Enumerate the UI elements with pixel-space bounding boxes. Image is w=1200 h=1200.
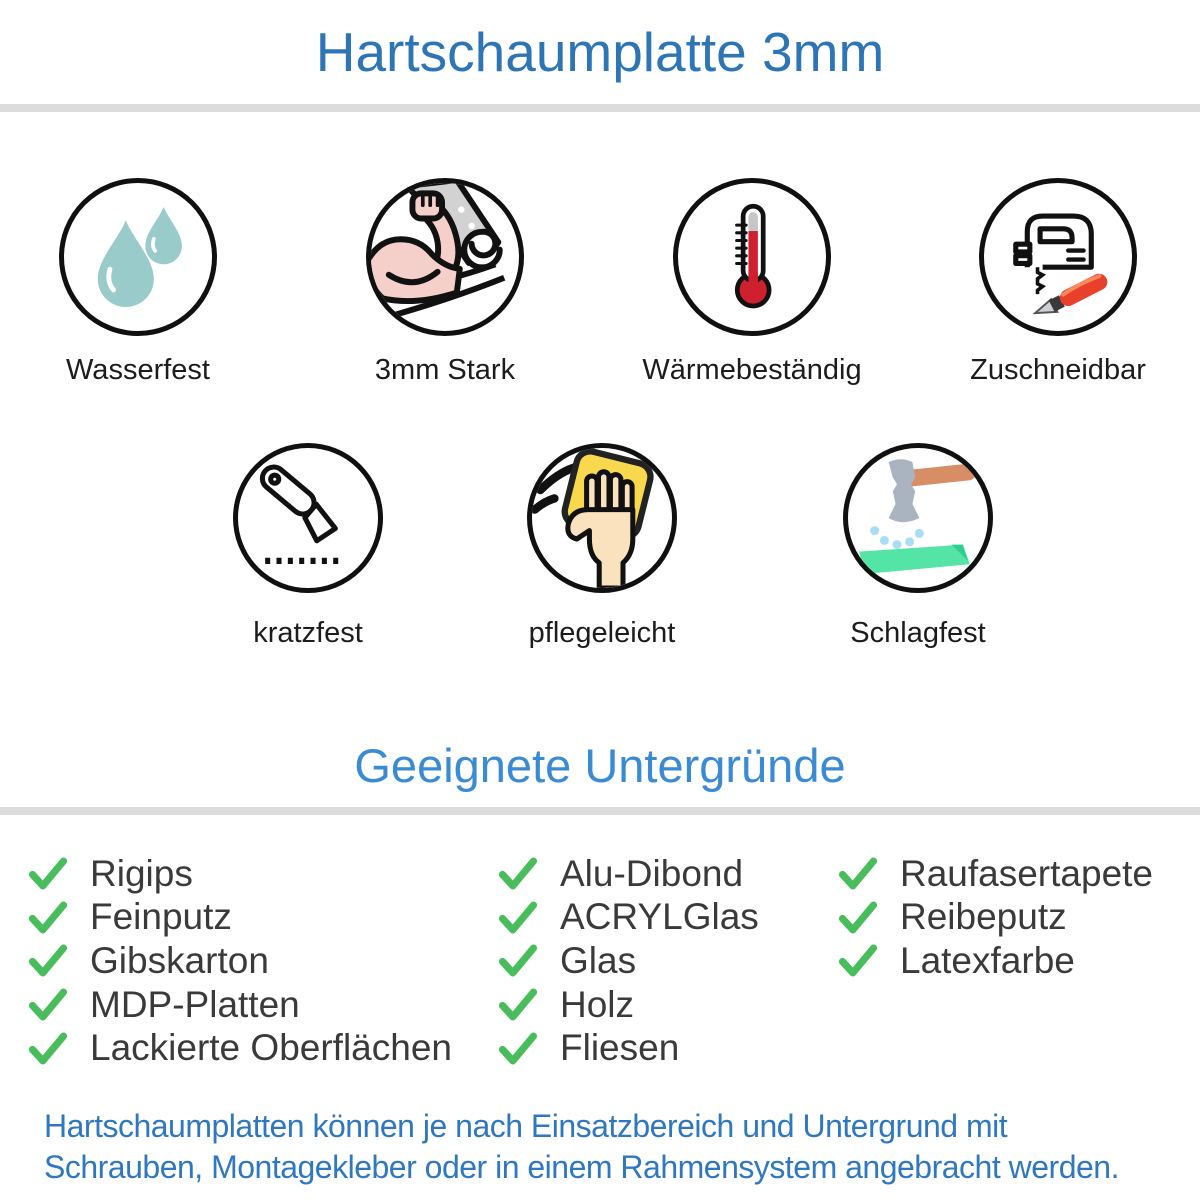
feature-label: Wärmebeständig — [642, 354, 862, 386]
divider-bar-top — [0, 104, 1200, 112]
check-icon — [498, 945, 538, 977]
hammer-impact-icon — [859, 459, 977, 574]
list-item: Rigips — [28, 852, 452, 896]
list-item: Latexfarbe — [838, 939, 1153, 983]
list-item-label: Holz — [560, 983, 635, 1025]
list-item: Fliesen — [498, 1026, 759, 1070]
feature-label: kratzfest — [253, 617, 363, 649]
feature-circle — [366, 178, 524, 336]
check-icon — [498, 988, 538, 1021]
list-item-label: Lackierte Oberflächen — [90, 1027, 452, 1069]
list-item-label: Gibskarton — [90, 939, 269, 981]
thermometer-icon — [734, 203, 772, 309]
jigsaw-cutter-icon — [1013, 213, 1108, 315]
check-icon — [28, 901, 68, 934]
feature-label: Zuschneidbar — [970, 354, 1146, 386]
check-icon — [28, 857, 68, 890]
feature-3mm-stark: 3mm Stark — [280, 178, 610, 387]
list-item: ACRYLGlas — [498, 896, 759, 940]
mounting-note: Hartschaumplatten können je nach Einsatz… — [44, 1106, 1119, 1188]
feature-label: Schlagfest — [850, 617, 986, 649]
substrate-column-3: Raufasertapete Reibeputz Latexfarbe — [838, 852, 1153, 983]
list-item-label: Latexfarbe — [900, 939, 1075, 981]
list-item-label: ACRYLGlas — [560, 896, 759, 938]
utility-knife-icon — [259, 464, 344, 564]
page-title: Hartschaumplatte 3mm — [315, 21, 885, 83]
list-item-label: Alu-Dibond — [560, 852, 744, 894]
feature-circle — [979, 178, 1137, 336]
list-item-label: Fliesen — [560, 1027, 680, 1069]
feature-wasserfest: Wasserfest — [0, 178, 303, 387]
check-icon — [838, 901, 878, 934]
feature-label: 3mm Stark — [374, 354, 516, 386]
feature-circle — [673, 178, 831, 336]
feature-circle — [233, 443, 383, 593]
check-icon — [498, 1032, 538, 1065]
feature-label: pflegeleicht — [528, 617, 676, 649]
water-drops-icon — [97, 206, 182, 308]
feature-circle — [843, 443, 993, 593]
check-icon — [498, 857, 538, 890]
feature-schlagfest: Schlagfest — [753, 443, 1083, 650]
feature-pflegeleicht: pflegeleicht — [437, 443, 767, 650]
list-item: Lackierte Oberflächen — [28, 1026, 452, 1070]
check-icon — [28, 1032, 68, 1065]
list-item-label: Glas — [560, 939, 637, 981]
list-item: Raufasertapete — [838, 852, 1153, 896]
list-item: Holz — [498, 983, 759, 1027]
check-icon — [838, 857, 878, 890]
mounting-note-line1: Hartschaumplatten können je nach Einsatz… — [44, 1108, 1008, 1144]
list-item-label: Feinputz — [90, 896, 232, 938]
feature-circle — [527, 443, 677, 593]
list-item-label: MDP-Platten — [90, 983, 300, 1025]
check-icon — [498, 901, 538, 934]
list-item: Alu-Dibond — [498, 852, 759, 896]
check-icon — [838, 945, 878, 977]
list-item: Glas — [498, 939, 759, 983]
check-icon — [28, 945, 68, 977]
muscle-arm-icon — [371, 183, 506, 324]
substrate-column-1: Rigips Feinputz Gibskarton MDP-Platten L… — [28, 852, 452, 1070]
mounting-note-line2: Schrauben, Montagekleber oder in einem R… — [44, 1149, 1119, 1185]
substrate-column-2: Alu-Dibond ACRYLGlas Glas Holz Fliesen — [498, 852, 759, 1070]
check-icon — [28, 988, 68, 1021]
list-item: Reibeputz — [838, 896, 1153, 940]
list-item: MDP-Platten — [28, 983, 452, 1027]
section-title-untergruende: Geeignete Untergründe — [354, 739, 846, 792]
feature-circle — [59, 178, 217, 336]
feature-kratzfest: kratzfest — [143, 443, 473, 650]
divider-bar-middle — [0, 807, 1200, 815]
feature-zuschneidbar: Zuschneidbar — [893, 178, 1200, 387]
list-item: Gibskarton — [28, 939, 452, 983]
list-item: Feinputz — [28, 896, 452, 940]
list-item-label: Rigips — [90, 852, 193, 894]
cleaning-hand-icon — [532, 448, 654, 588]
list-item-label: Reibeputz — [900, 896, 1067, 938]
feature-waermebestaendig: Wärmebeständig — [587, 178, 917, 387]
feature-label: Wasserfest — [66, 354, 210, 386]
list-item-label: Raufasertapete — [900, 852, 1154, 894]
